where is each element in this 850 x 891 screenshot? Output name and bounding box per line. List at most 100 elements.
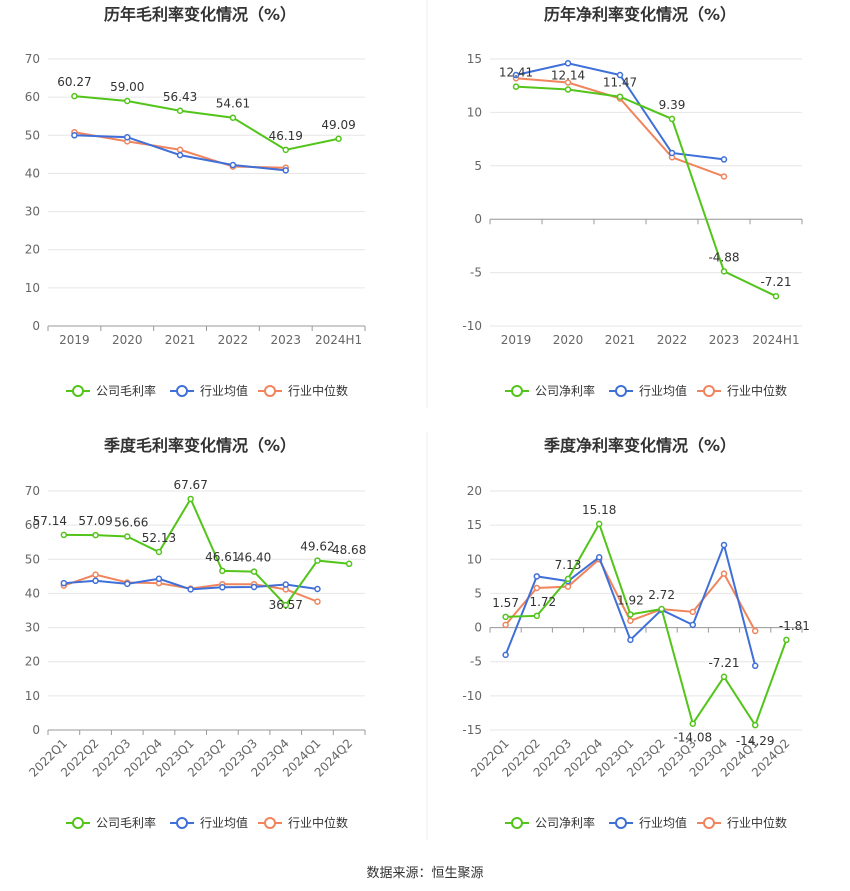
data-point [627, 636, 634, 644]
y-tick-label: 60 [25, 518, 40, 532]
x-tick-label: 2023 [270, 333, 301, 347]
data-point [229, 161, 237, 169]
x-tick-label: 2024H1 [752, 333, 799, 347]
data-label: 12.41 [499, 66, 533, 80]
data-point [533, 573, 541, 580]
legend: 公司毛利率 行业均值 行业中位数 [66, 383, 348, 398]
data-label: -7.21 [760, 275, 791, 289]
x-tick-label: 2020 [112, 333, 143, 347]
legend-item: 行业均值 [609, 815, 687, 830]
data-point [658, 605, 665, 613]
data-point [783, 636, 790, 644]
data-point [772, 292, 780, 300]
data-point [720, 156, 728, 163]
y-tick-label: 20 [25, 655, 40, 669]
legend: 公司净利率 行业均值 行业中位数 [505, 815, 787, 830]
legend-swatch-marker [72, 385, 84, 397]
data-point [314, 585, 321, 593]
y-tick-label: 60 [25, 90, 40, 104]
data-point [512, 83, 520, 90]
legend-item: 公司毛利率 [66, 815, 156, 830]
y-tick-label: -15 [462, 723, 482, 737]
legend-label: 行业均值 [639, 383, 687, 398]
y-tick-label: 5 [474, 159, 482, 173]
legend-label: 公司毛利率 [96, 815, 156, 830]
data-point [689, 608, 697, 616]
x-tick-label: 2020 [553, 333, 584, 347]
legend-item: 行业均值 [170, 383, 248, 398]
data-point [564, 583, 572, 590]
y-tick-label: 0 [32, 723, 40, 737]
y-tick-label: 10 [25, 689, 40, 703]
data-point [751, 721, 759, 729]
data-label: 11.47 [603, 76, 637, 90]
data-label: 46.19 [269, 129, 303, 143]
legend-swatch-marker [176, 385, 188, 397]
data-point [564, 79, 572, 86]
data-point [533, 612, 541, 620]
data-point [250, 568, 258, 575]
y-tick-label: 20 [467, 484, 482, 498]
x-tick-label: 2023 [709, 333, 740, 347]
data-source-footer: 数据来源：恒生聚源 [366, 866, 484, 881]
data-label: 1.72 [529, 595, 556, 609]
data-label: 67.67 [173, 478, 207, 492]
x-tick-label: 2021 [165, 333, 196, 347]
series-line [505, 521, 788, 728]
y-tick-label: 5 [474, 586, 482, 600]
data-point [533, 584, 541, 592]
legend-swatch-marker [615, 817, 627, 829]
chart-annual-net: 历年净利率变化情况（%） -10 -5 0 5 10 15 2019 2020 2021 2022 2… [462, 5, 803, 398]
y-tick-label: -5 [470, 655, 482, 669]
data-label: 52.13 [142, 531, 176, 545]
chart-title: 季度毛利率变化情况（%） [103, 436, 296, 455]
x-tick-label: 2019 [501, 333, 532, 347]
y-tick-label: 0 [474, 212, 482, 226]
data-point [176, 107, 184, 115]
y-tick-label: 10 [467, 552, 482, 566]
legend-item: 行业中位数 [697, 383, 787, 398]
legend-label: 行业中位数 [727, 815, 787, 830]
series-line [515, 77, 725, 178]
data-point [92, 577, 99, 585]
legend-item: 行业中位数 [258, 383, 348, 398]
legend-swatch-marker [615, 385, 627, 397]
data-point [250, 583, 258, 591]
series-industry_avg [60, 575, 321, 593]
legend-swatch-marker [511, 385, 523, 397]
data-point [187, 495, 194, 503]
series-line [74, 95, 339, 151]
legend-label: 公司净利率 [535, 383, 595, 398]
data-label: 56.43 [163, 90, 197, 104]
data-label: 12.14 [551, 69, 585, 83]
data-label: 57.09 [78, 514, 112, 528]
data-label: 9.39 [659, 98, 686, 112]
data-point [92, 571, 99, 578]
data-point [720, 268, 728, 275]
data-point [219, 567, 226, 575]
x-tick-label: 2022 [218, 333, 249, 347]
x-tick-label: 2022 [657, 333, 688, 347]
data-point [689, 621, 697, 629]
data-label: 56.66 [114, 516, 148, 530]
legend-swatch-marker [264, 817, 276, 829]
legend-swatch-marker [703, 385, 715, 397]
data-label: 57.14 [33, 514, 67, 528]
data-point [502, 613, 509, 621]
y-tick-label: 50 [25, 128, 40, 142]
legend-swatch-marker [703, 817, 715, 829]
data-point [155, 575, 163, 582]
legend-label: 行业均值 [200, 815, 248, 830]
legend: 公司毛利率 行业均值 行业中位数 [66, 815, 348, 830]
data-point [124, 133, 131, 141]
data-point [335, 135, 342, 143]
legend-label: 行业均值 [200, 383, 248, 398]
legend-item: 公司净利率 [505, 383, 595, 398]
chart-title: 历年净利率变化情况（%） [544, 5, 736, 24]
data-point [60, 531, 68, 539]
data-point [627, 617, 634, 624]
data-label: 49.09 [321, 118, 355, 132]
data-point [668, 115, 676, 123]
